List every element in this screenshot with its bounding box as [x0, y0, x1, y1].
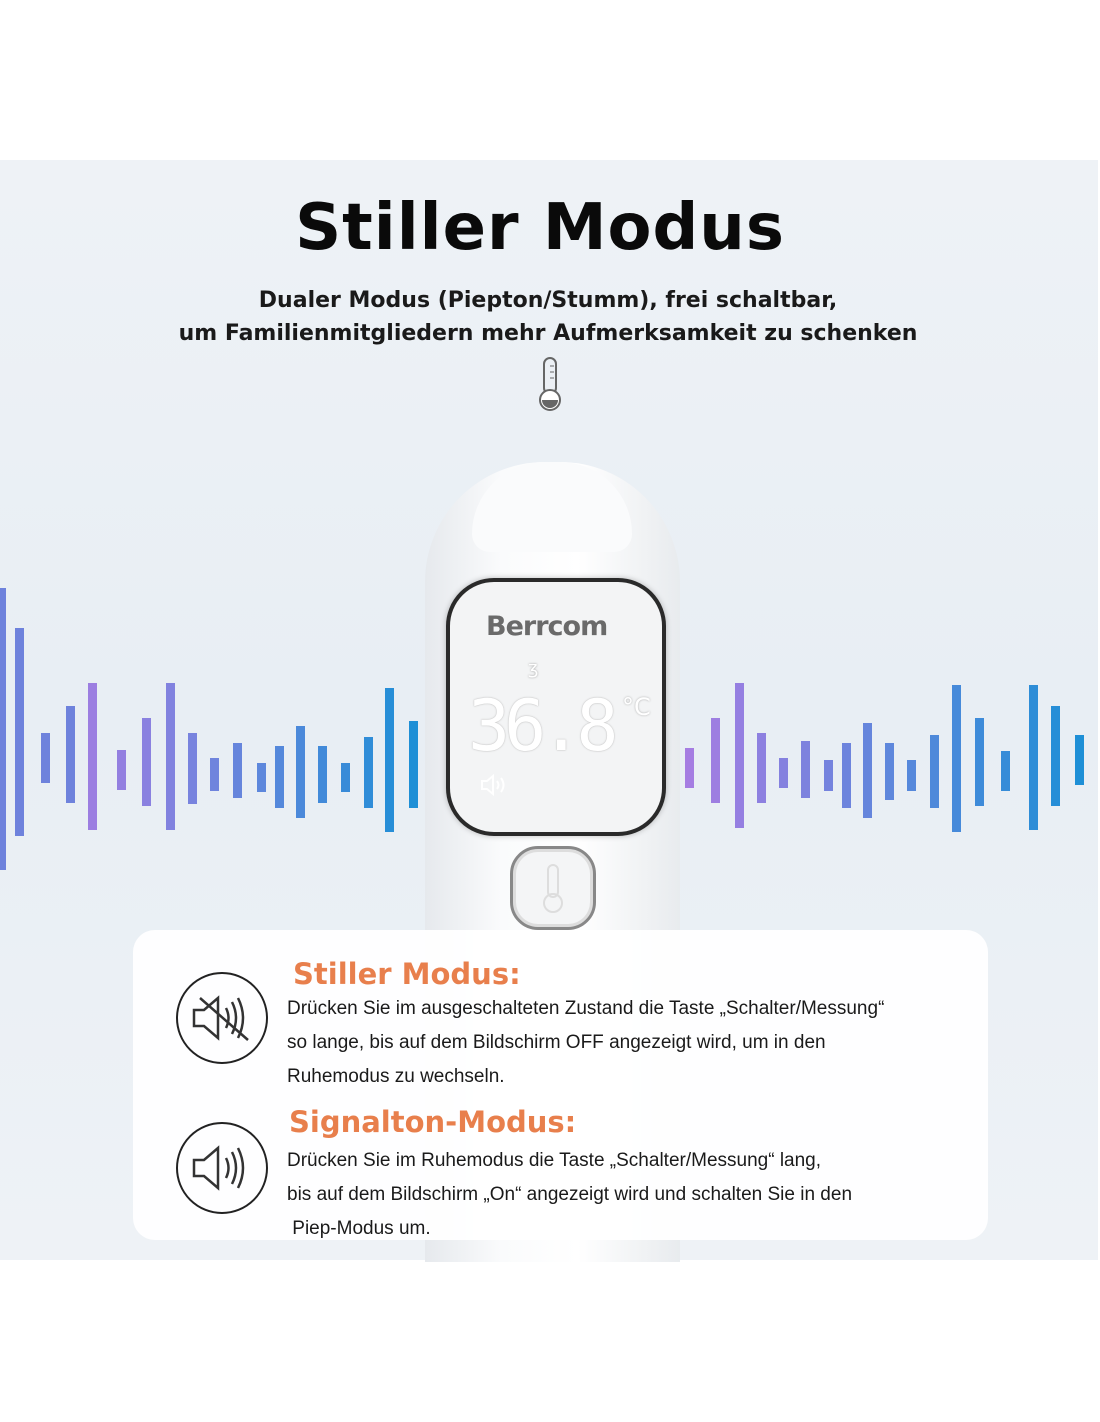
beep-mode-heading: Signalton-Modus: [289, 1105, 577, 1139]
wave-bar [801, 741, 810, 798]
wave-bar [779, 758, 788, 788]
description-line: Drücken Sie im ausgeschalteten Zustand d… [287, 998, 885, 1019]
wave-bar [142, 718, 151, 806]
subtitle-line: Dualer Modus (Piepton/Stumm), frei schal… [258, 288, 838, 313]
wave-bar [1029, 685, 1038, 830]
wave-bar [757, 733, 766, 803]
temperature-reading: 36.8 [468, 685, 619, 767]
wave-bar [318, 746, 327, 803]
temperature-unit: °C [622, 693, 651, 721]
description-line: Drücken Sie im Ruhemodus die Taste „Scha… [287, 1150, 822, 1171]
wave-bar [409, 721, 418, 808]
wave-bar [863, 723, 872, 818]
wave-bar [930, 735, 939, 808]
wave-bar [88, 683, 97, 830]
wave-bar [975, 718, 984, 806]
thermometer-button-icon [543, 864, 563, 913]
wave-bar [117, 750, 126, 790]
wave-bar [885, 743, 894, 800]
wave-bar [41, 733, 50, 783]
wave-bar [0, 588, 6, 870]
wave-bar [1001, 751, 1010, 791]
wave-bar [341, 763, 350, 792]
wave-bar [824, 760, 833, 791]
wave-bar [711, 718, 720, 803]
description-line: Ruhemodus zu wechseln. [287, 1066, 505, 1087]
wave-bar [15, 628, 24, 836]
wave-bar [1051, 706, 1060, 806]
wave-bar [188, 733, 197, 804]
wave-bar [385, 688, 394, 832]
wave-bar [907, 760, 916, 791]
description-line: bis auf dem Bildschirm „On“ angezeigt wi… [287, 1184, 853, 1205]
subtitle: Dualer Modus (Piepton/Stumm), frei schal… [0, 284, 1096, 350]
device-display: Berrcom ʒ 36.8 °C [446, 578, 666, 836]
thermometer-icon [539, 357, 561, 411]
page-title: Stiller Modus [295, 191, 785, 265]
wave-bar [233, 743, 242, 798]
wave-bar [166, 683, 175, 830]
measure-button[interactable] [510, 846, 596, 930]
wave-bar [257, 763, 266, 792]
speaker-on-icon [176, 1122, 268, 1214]
wave-bar [842, 743, 851, 808]
wave-bar [735, 683, 744, 828]
description-line: Piep-Modus um. [287, 1218, 431, 1239]
silent-mode-description: Drücken Sie im ausgeschalteten Zustand d… [287, 992, 884, 1094]
brand-logo: Berrcom [486, 611, 608, 642]
wave-bar [210, 758, 219, 791]
silent-mode-heading: Stiller Modus: [293, 957, 521, 991]
speaker-icon [481, 774, 505, 796]
wave-bar [275, 746, 284, 808]
wave-bar [1075, 735, 1084, 785]
wave-bar [685, 748, 694, 788]
wave-bar [952, 685, 961, 832]
speaker-muted-icon [176, 972, 268, 1064]
subtitle-line: um Familienmitgliedern mehr Aufmerksamke… [178, 321, 918, 346]
ear-icon: ʒ [528, 658, 539, 679]
beep-mode-description: Drücken Sie im Ruhemodus die Taste „Scha… [287, 1144, 852, 1246]
wave-bar [364, 737, 373, 808]
mode-info-card: Stiller Modus: Drücken Sie im ausgeschal… [133, 930, 988, 1240]
description-line: so lange, bis auf dem Bildschirm OFF ang… [287, 1032, 826, 1053]
wave-bar [296, 726, 305, 818]
wave-bar [66, 706, 75, 803]
